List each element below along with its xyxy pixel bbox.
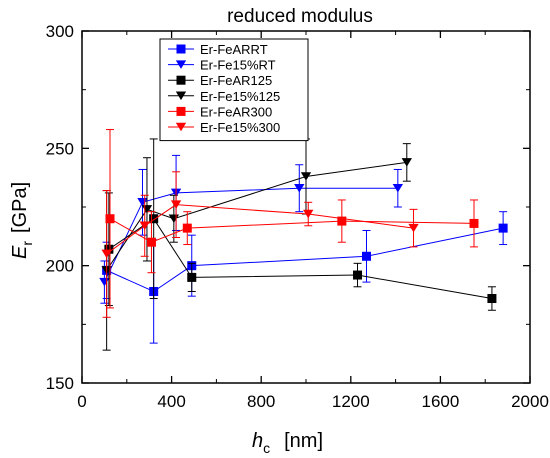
x-tick-label: 1200 [332,392,370,411]
legend-label: Er-FeAR300 [200,104,272,119]
chart-title: reduced modulus [227,6,373,27]
x-axis-label: hc [nm] [252,430,323,456]
data-point [104,244,114,254]
y-tick-label: 150 [46,374,74,393]
series-line [103,187,398,283]
data-point [294,183,305,193]
data-point [170,200,182,209]
y-tick-label: 200 [46,257,74,276]
y-axis-label-unit: [GPa] [9,182,31,233]
legend: Er-FeARRTEr-Fe15%RTEr-FeAR125Er-Fe15%125… [159,38,309,142]
legend-label: Er-Fe15%125 [200,89,280,104]
y-axis-label: Er [GPa] [9,182,35,259]
series-line [109,218,475,243]
data-point [105,214,115,224]
data-point [146,237,156,247]
plot-frame [81,30,531,384]
data-point [101,249,112,259]
legend-marker [176,44,186,54]
y-tick-label: 300 [46,22,74,41]
ticks-layer: 0 400 800 1200 1600 2000 150 200 250 300 [46,22,549,411]
legend-marker [176,106,186,116]
legend-label: Er-FeARRT [200,42,268,57]
legend-marker [175,91,187,101]
legend-marker [175,122,187,132]
x-tick-label: 800 [247,392,275,411]
data-point [498,223,508,233]
data-point [303,209,314,219]
legend-label: Er-Fe15%300 [200,120,280,135]
x-tick-label: 0 [77,392,86,411]
data-point [408,223,419,233]
data-point [469,218,479,228]
data-point [392,183,404,193]
data-point [139,221,150,231]
data-point [300,172,312,181]
series-group [105,129,479,309]
legend-label: Er-Fe15%RT [200,58,276,73]
data-point [353,270,363,280]
data-point [361,251,371,261]
y-tick-label: 250 [46,139,74,158]
data-point [401,158,412,167]
data-point [487,294,497,304]
x-tick-label: 2000 [511,392,549,411]
x-axis-label-subscript: c [263,440,270,456]
data-point [149,214,159,224]
legend-label: Er-FeAR125 [200,73,272,88]
x-axis-label-unit: [nm] [284,430,323,452]
series-layer [99,129,508,351]
legend-marker [175,60,187,69]
data-point [168,214,180,224]
data-point [182,223,192,233]
x-axis-label-symbol: h [252,430,263,452]
y-axis-label-symbol: E [9,245,31,259]
data-point [337,216,347,226]
data-point [187,272,197,282]
series-group [101,171,419,318]
y-axis-label-subscript: r [19,241,35,246]
series-line [108,218,493,300]
x-tick-label: 400 [157,392,185,411]
series-group [104,138,497,311]
data-point [99,277,110,287]
legend-marker [176,75,186,85]
series-group [102,211,508,344]
data-point [141,205,153,214]
x-tick-label: 1600 [421,392,459,411]
